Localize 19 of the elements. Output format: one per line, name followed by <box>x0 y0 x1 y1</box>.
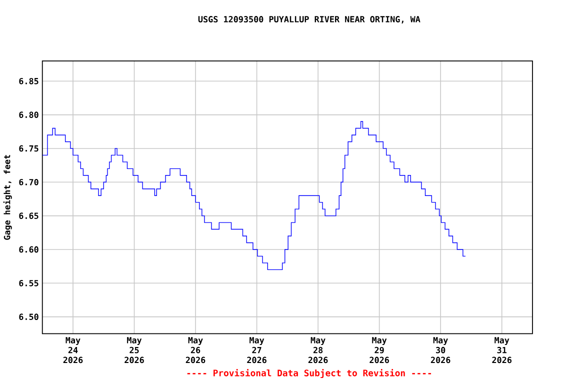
y-tick-label: 6.75 <box>19 145 38 152</box>
chart-title: USGS 12093500 PUYALLUP RIVER NEAR ORTING, WA <box>198 16 420 24</box>
y-tick-label: 6.60 <box>19 246 38 252</box>
x-tick-label: May 27 2026 <box>247 336 266 363</box>
y-tick-label: 6.50 <box>19 313 38 320</box>
x-tick-label: May 31 2026 <box>492 336 512 363</box>
y-tick-label: 6.70 <box>19 178 38 186</box>
y-axis-title: Gage height, feet <box>3 154 12 240</box>
x-tick-label: May 24 2026 <box>63 336 83 363</box>
y-tick-label: 6.55 <box>19 280 38 286</box>
y-tick-label: 6.65 <box>19 212 38 219</box>
text: ---- Provisional Data Subject to Revision ---- <box>187 368 432 378</box>
x-tick-label: May 30 2026 <box>430 336 450 363</box>
x-tick-label: May 25 2026 <box>124 336 144 363</box>
y-tick-label: 6.85 <box>19 78 38 84</box>
x-tick-label: May 26 2026 <box>186 336 206 363</box>
x-tick-label: May 29 2026 <box>370 336 389 363</box>
y-tick-label: 6.80 <box>19 111 38 118</box>
x-tick-label: May 28 2026 <box>308 336 328 363</box>
